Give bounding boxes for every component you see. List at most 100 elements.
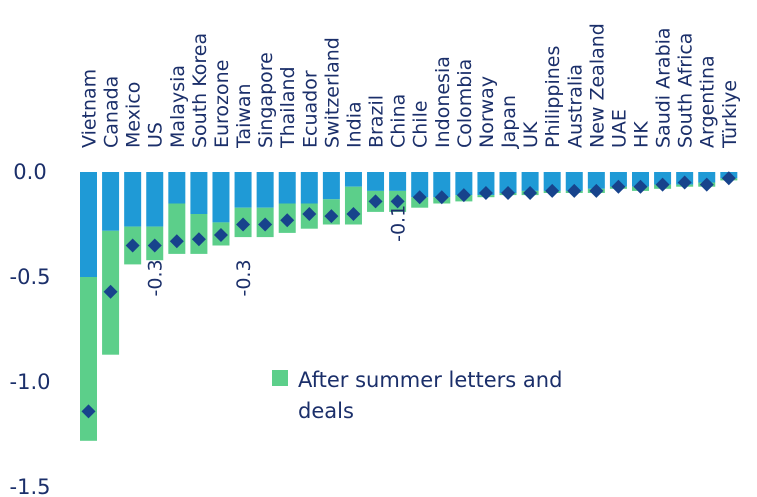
category-label: Thailand xyxy=(277,66,299,149)
diamond-marker xyxy=(611,179,626,194)
diamond-marker xyxy=(280,213,295,228)
category-label: Türkiye xyxy=(719,80,741,149)
y-tick-label: -1.5 xyxy=(10,475,51,497)
diamond-marker xyxy=(456,188,471,203)
diamond-marker xyxy=(169,234,184,249)
category-label: India xyxy=(343,101,365,148)
data-label: -0.1 xyxy=(388,205,410,242)
y-tick-label: -1.0 xyxy=(10,370,51,394)
y-axis: 0.0 -0.5 -1.0 -1.5 xyxy=(10,160,51,497)
category-label: Philippines xyxy=(542,46,564,148)
y-tick-label: -0.5 xyxy=(10,265,51,289)
bar-base xyxy=(102,172,120,231)
diamond-marker xyxy=(677,175,692,190)
category-label: Japan xyxy=(498,95,520,149)
y-tick-label: 0.0 xyxy=(13,160,46,184)
legend-label: After summer letters and deals xyxy=(298,368,569,423)
bar-base xyxy=(543,172,561,191)
diamond-marker xyxy=(721,171,736,186)
legend-swatch xyxy=(272,370,288,386)
category-label: Eurozone xyxy=(211,60,233,148)
bar-base xyxy=(256,172,274,208)
diamond-marker xyxy=(147,238,162,253)
category-label: Norway xyxy=(476,76,498,148)
diamond-marker xyxy=(81,404,96,419)
category-label: Chile xyxy=(410,100,432,148)
category-label: Mexico xyxy=(123,82,145,148)
diamond-marker xyxy=(236,217,251,232)
diamond-marker xyxy=(390,194,405,209)
diamond-marker xyxy=(655,177,670,192)
bar-base xyxy=(632,172,649,187)
category-label: Malaysia xyxy=(167,65,189,148)
diamond-marker xyxy=(368,194,383,209)
bar-base xyxy=(521,172,539,191)
category-label: US xyxy=(145,122,167,148)
bar-base xyxy=(477,172,495,196)
bar-base xyxy=(433,172,451,198)
bar-base xyxy=(300,172,318,204)
bar-base xyxy=(322,172,340,200)
diamond-marker xyxy=(434,190,449,205)
bar-base xyxy=(212,172,230,223)
category-label: Colombia xyxy=(454,59,476,148)
diamond-marker xyxy=(191,232,206,247)
bar-base xyxy=(499,172,517,193)
category-label: Brazil xyxy=(366,95,388,148)
diamond-marker xyxy=(125,238,140,253)
bar-after-summer xyxy=(80,277,97,441)
diamond-marker xyxy=(567,183,582,198)
bar-base xyxy=(234,172,252,208)
markers xyxy=(81,171,736,419)
diamond-marker xyxy=(324,209,339,224)
diamond-marker xyxy=(523,186,538,200)
diamond-marker xyxy=(103,284,118,299)
category-label: UAE xyxy=(608,109,630,148)
diamond-marker xyxy=(633,179,648,194)
category-label: Argentina xyxy=(697,55,719,148)
category-label: Vietnam xyxy=(79,69,101,148)
x-axis: Vietnam Canada Mexico US Malaysia South Korea… xyxy=(79,23,741,149)
diamond-marker xyxy=(589,183,604,198)
bar-base xyxy=(455,172,473,196)
diamond-marker xyxy=(302,207,317,221)
bar-base xyxy=(565,172,583,191)
category-label: Ecuador xyxy=(299,70,321,148)
data-label: -0.3 xyxy=(233,259,255,296)
bar-base xyxy=(168,172,186,204)
bar-base xyxy=(146,172,164,227)
category-label: South Korea xyxy=(189,33,211,148)
category-label: UK xyxy=(520,121,542,148)
category-label: Singapore xyxy=(255,52,277,148)
category-label: China xyxy=(388,94,410,148)
category-label: Switzerland xyxy=(321,37,343,148)
bar-base xyxy=(698,172,716,183)
diamond-marker xyxy=(258,217,273,232)
diamond-marker xyxy=(699,177,714,192)
bar-base xyxy=(587,172,605,189)
annotations: -0.3 -0.3 -0.1 xyxy=(145,205,410,297)
data-label: -0.3 xyxy=(145,259,167,296)
diamond-marker xyxy=(346,207,361,221)
bar-base xyxy=(278,172,296,204)
diamond-marker xyxy=(412,190,427,205)
category-label: Canada xyxy=(101,76,123,148)
bar-base xyxy=(389,172,407,191)
diamond-marker xyxy=(545,183,560,198)
category-label: Australia xyxy=(564,64,586,148)
bar-base xyxy=(411,172,429,198)
diamond-marker xyxy=(213,228,228,242)
bar-base xyxy=(344,172,362,187)
bar-base xyxy=(609,172,627,187)
category-label: Indonesia xyxy=(432,56,454,148)
bar-base xyxy=(367,172,385,191)
bar-base xyxy=(124,172,142,227)
diamond-marker xyxy=(478,186,493,200)
category-label: HK xyxy=(631,121,653,148)
legend: After summer letters and deals xyxy=(272,368,569,423)
category-label: Saudi Arabia xyxy=(653,27,675,148)
bar-base xyxy=(80,172,97,277)
category-label: Taiwan xyxy=(233,83,255,149)
bar-base xyxy=(190,172,208,214)
